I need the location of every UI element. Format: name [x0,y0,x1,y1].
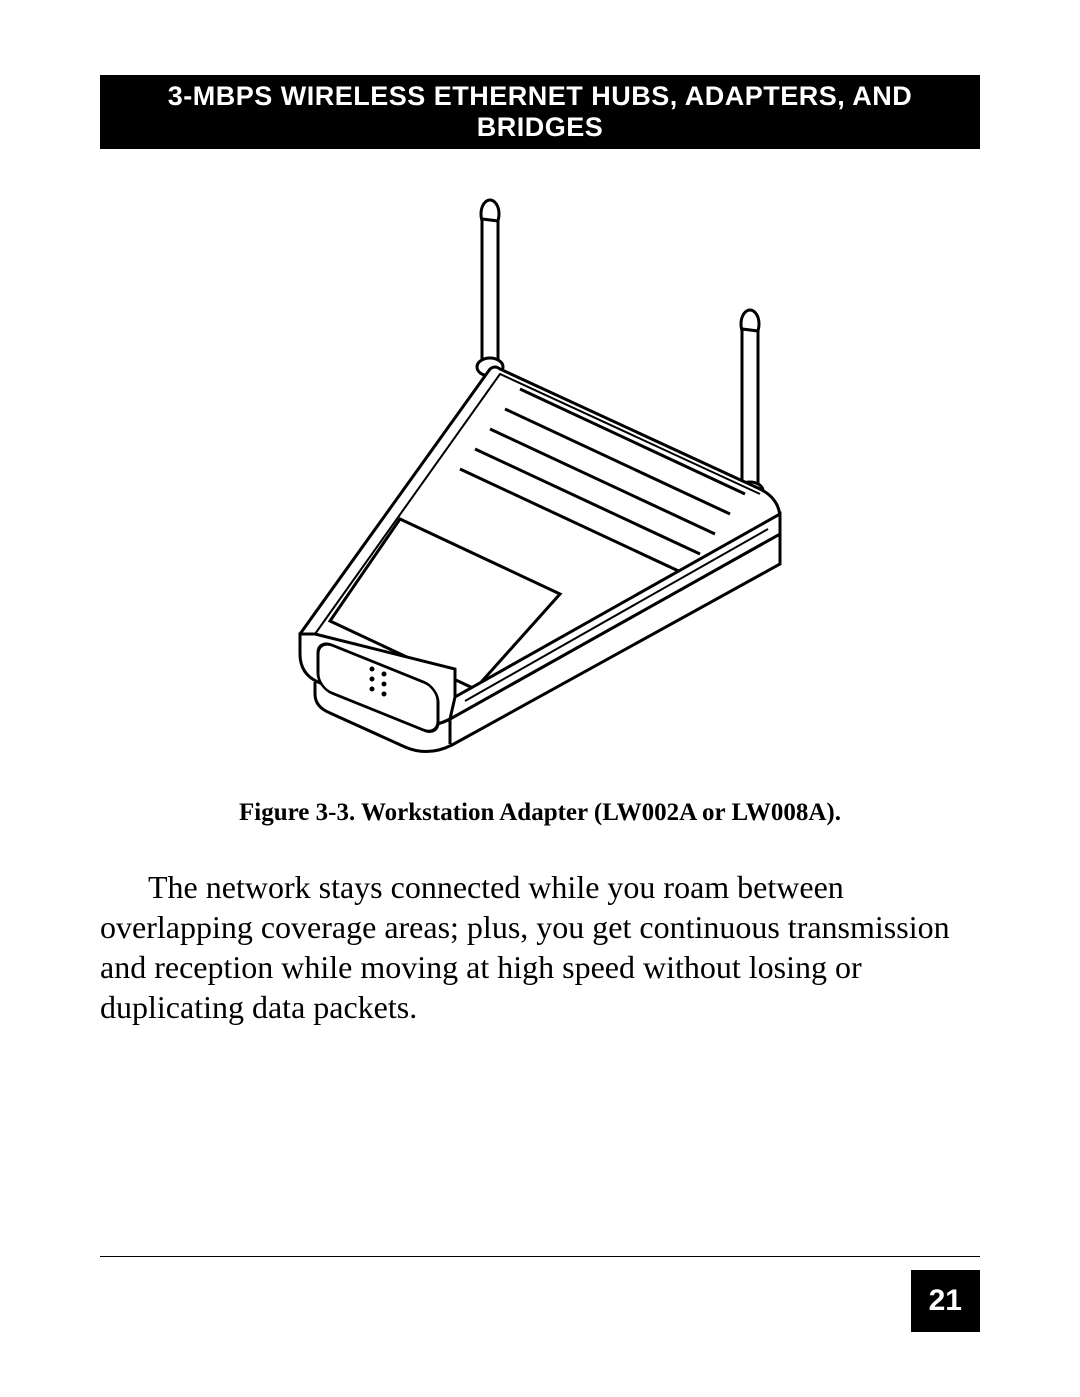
workstation-adapter-illustration [260,189,820,769]
figure-caption: Figure 3-3. Workstation Adapter (LW002A … [100,799,980,827]
figure-container [100,189,980,769]
body-paragraph: The network stays connected while you ro… [100,867,980,1027]
page-number: 21 [911,1270,980,1332]
footer-rule [100,1256,980,1257]
page-header-bar: 3-MBPS WIRELESS ETHERNET HUBS, ADAPTERS,… [100,75,980,149]
